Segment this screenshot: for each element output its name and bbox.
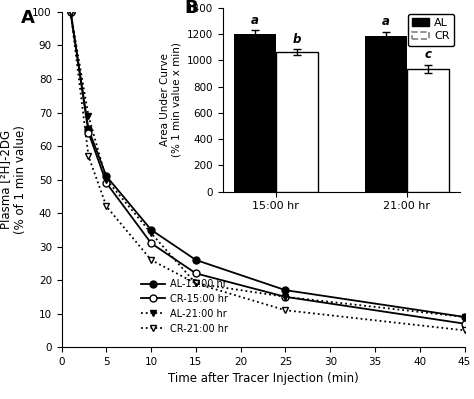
Line: CR-21:00 hr: CR-21:00 hr	[67, 8, 468, 334]
CR-15:00 hr	[283, 294, 288, 299]
CR-21:00 hr	[283, 308, 288, 313]
Legend: AL, CR: AL, CR	[408, 14, 454, 46]
CR-21:00 hr	[462, 328, 467, 333]
AL-15:00 hr	[462, 314, 467, 319]
Line: AL-15:00 hr: AL-15:00 hr	[67, 8, 468, 320]
AL-15:00 hr	[193, 258, 199, 263]
Text: a: a	[251, 14, 258, 27]
CR-15:00 hr	[148, 241, 154, 246]
CR-21:00 hr	[148, 258, 154, 263]
CR-21:00 hr	[193, 281, 199, 286]
AL-15:00 hr	[86, 127, 91, 132]
CR-15:00 hr	[68, 10, 73, 14]
Bar	[275, 52, 318, 192]
CR-15:00 hr	[193, 271, 199, 276]
AL-15:00 hr	[103, 174, 109, 179]
Legend: AL-15:00 hr, CR-15:00 hr, AL-21:00 hr, CR-21:00 hr: AL-15:00 hr, CR-15:00 hr, AL-21:00 hr, C…	[137, 275, 232, 338]
AL-15:00 hr	[148, 227, 154, 232]
AL-15:00 hr	[68, 10, 73, 14]
Text: a: a	[382, 15, 390, 28]
Y-axis label: Area Under Curve
(% 1 min value x min): Area Under Curve (% 1 min value x min)	[160, 42, 181, 157]
Text: c: c	[425, 48, 431, 61]
CR-15:00 hr	[462, 321, 467, 326]
Y-axis label: Plasma [²H]-2DG
(% of 1 min value): Plasma [²H]-2DG (% of 1 min value)	[0, 125, 27, 234]
AL-15:00 hr	[283, 288, 288, 292]
Text: A: A	[21, 9, 35, 27]
CR-21:00 hr	[68, 10, 73, 14]
CR-15:00 hr	[86, 130, 91, 135]
CR-21:00 hr	[86, 154, 91, 158]
Line: AL-21:00 hr: AL-21:00 hr	[67, 8, 468, 320]
Bar	[407, 69, 449, 192]
Text: B: B	[185, 0, 199, 17]
CR-21:00 hr	[103, 204, 109, 209]
Bar	[365, 36, 407, 192]
X-axis label: Time after Tracer Injection (min): Time after Tracer Injection (min)	[168, 372, 358, 385]
AL-21:00 hr	[103, 177, 109, 182]
Line: CR-15:00 hr: CR-15:00 hr	[67, 8, 468, 327]
Bar	[234, 34, 275, 192]
Text: b: b	[292, 33, 301, 45]
AL-21:00 hr	[193, 281, 199, 286]
AL-21:00 hr	[462, 314, 467, 319]
CR-15:00 hr	[103, 180, 109, 185]
AL-21:00 hr	[283, 294, 288, 299]
AL-21:00 hr	[148, 231, 154, 235]
AL-21:00 hr	[86, 113, 91, 118]
AL-21:00 hr	[68, 10, 73, 14]
